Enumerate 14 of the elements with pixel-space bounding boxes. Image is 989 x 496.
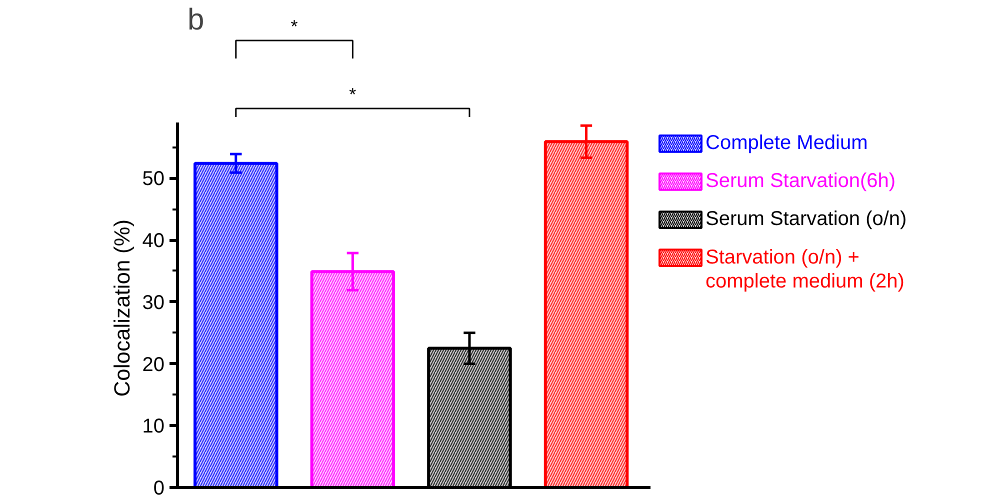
- y-tick-label: 30: [142, 292, 165, 314]
- y-tick-label: 10: [142, 416, 165, 438]
- text: *: [290, 16, 298, 36]
- y-tick-label: 0: [153, 478, 164, 496]
- y-tick-label: 40: [142, 230, 165, 252]
- legend-label: Serum Starvation (o/n): [706, 208, 907, 230]
- y-tick-label: 20: [142, 354, 165, 376]
- text: *: [349, 84, 356, 104]
- legend-label: Complete Medium: [706, 132, 868, 154]
- legend-label: Starvation (o/n) + complete medium (2h): [706, 246, 904, 292]
- text: b: [188, 4, 204, 36]
- y-axis-title: Colocalization (%): [109, 219, 134, 397]
- legend-label: Serum Starvation(6h): [706, 170, 896, 192]
- y-tick-label: 50: [142, 168, 165, 190]
